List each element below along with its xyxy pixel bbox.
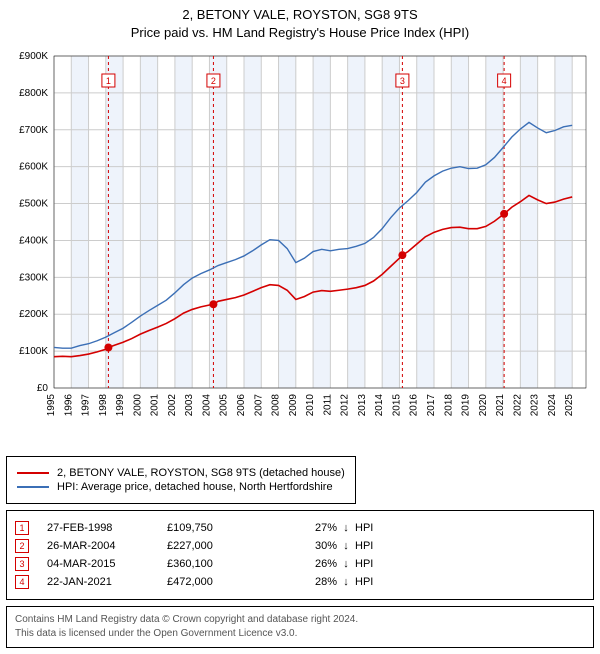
down-arrow-icon: ↓ — [337, 522, 355, 534]
sale-row: 1 27-FEB-1998£109,75027%↓HPI — [15, 521, 585, 535]
svg-text:2019: 2019 — [461, 394, 472, 417]
sale-price: £109,750 — [167, 522, 277, 534]
svg-text:2000: 2000 — [132, 394, 143, 417]
legend-label: HPI: Average price, detached house, Nort… — [57, 481, 333, 493]
sale-price: £472,000 — [167, 576, 277, 588]
sale-row: 3 04-MAR-2015£360,10026%↓HPI — [15, 557, 585, 571]
source-footer: Contains HM Land Registry data © Crown c… — [6, 606, 594, 648]
svg-text:£500K: £500K — [19, 199, 48, 210]
hpi-label: HPI — [355, 576, 395, 588]
down-arrow-icon: ↓ — [337, 576, 355, 588]
svg-text:£200K: £200K — [19, 310, 48, 321]
svg-text:4: 4 — [502, 76, 507, 86]
svg-text:2022: 2022 — [512, 394, 523, 417]
svg-text:2014: 2014 — [374, 394, 385, 417]
legend-swatch — [17, 486, 49, 488]
svg-text:£100K: £100K — [19, 346, 48, 357]
svg-text:2009: 2009 — [288, 394, 299, 417]
svg-text:2018: 2018 — [443, 394, 454, 417]
svg-text:£900K: £900K — [19, 51, 48, 62]
sale-pct: 27% — [277, 522, 337, 534]
svg-text:1995: 1995 — [46, 394, 57, 417]
legend-row: HPI: Average price, detached house, Nort… — [17, 481, 345, 493]
svg-text:2017: 2017 — [426, 394, 437, 417]
svg-text:2006: 2006 — [236, 394, 247, 417]
svg-text:2025: 2025 — [564, 394, 575, 417]
svg-text:2003: 2003 — [184, 394, 195, 417]
svg-text:2024: 2024 — [547, 394, 558, 417]
svg-text:2013: 2013 — [357, 394, 368, 417]
subtitle: Price paid vs. HM Land Registry's House … — [6, 24, 594, 42]
sale-pct: 30% — [277, 540, 337, 552]
sale-price: £360,100 — [167, 558, 277, 570]
svg-text:2020: 2020 — [478, 394, 489, 417]
svg-text:2008: 2008 — [271, 394, 282, 417]
svg-text:2007: 2007 — [253, 394, 264, 417]
svg-text:2001: 2001 — [150, 394, 161, 417]
hpi-label: HPI — [355, 540, 395, 552]
svg-text:£0: £0 — [37, 383, 49, 394]
svg-text:1997: 1997 — [81, 394, 92, 417]
sale-date: 04-MAR-2015 — [47, 558, 167, 570]
sales-table: 127-FEB-1998£109,75027%↓HPI226-MAR-2004£… — [6, 510, 594, 600]
sale-date: 27-FEB-1998 — [47, 522, 167, 534]
svg-text:2: 2 — [211, 76, 216, 86]
sale-row: 2 26-MAR-2004£227,00030%↓HPI — [15, 539, 585, 553]
svg-text:2011: 2011 — [322, 394, 333, 416]
sale-pct: 26% — [277, 558, 337, 570]
svg-text:£300K: £300K — [19, 273, 48, 284]
svg-text:2023: 2023 — [530, 394, 541, 417]
sale-pct: 28% — [277, 576, 337, 588]
svg-text:1996: 1996 — [63, 394, 74, 417]
sale-date: 22-JAN-2021 — [47, 576, 167, 588]
legend: 2, BETONY VALE, ROYSTON, SG8 9TS (detach… — [6, 456, 356, 504]
svg-text:£600K: £600K — [19, 162, 48, 173]
svg-text:£700K: £700K — [19, 125, 48, 136]
hpi-label: HPI — [355, 558, 395, 570]
svg-text:£400K: £400K — [19, 236, 48, 247]
svg-text:2005: 2005 — [219, 394, 230, 417]
svg-text:2016: 2016 — [409, 394, 420, 417]
sale-marker-icon: 4 — [15, 575, 29, 589]
chart-svg: £0 £100K £200K £300K £400K £500K £600K £700K £80… — [6, 48, 594, 448]
svg-text:3: 3 — [400, 76, 405, 86]
sale-marker-icon: 3 — [15, 557, 29, 571]
footer-line: Contains HM Land Registry data © Crown c… — [15, 613, 585, 627]
svg-text:£800K: £800K — [19, 88, 48, 99]
legend-swatch — [17, 472, 49, 474]
legend-row: 2, BETONY VALE, ROYSTON, SG8 9TS (detach… — [17, 467, 345, 479]
svg-text:2015: 2015 — [391, 394, 402, 417]
sale-marker-icon: 1 — [15, 521, 29, 535]
hpi-label: HPI — [355, 522, 395, 534]
svg-text:2010: 2010 — [305, 394, 316, 417]
svg-text:1998: 1998 — [98, 394, 109, 417]
svg-text:2012: 2012 — [340, 394, 351, 417]
sale-marker-icon: 2 — [15, 539, 29, 553]
sale-row: 4 22-JAN-2021£472,00028%↓HPI — [15, 575, 585, 589]
chart: £0 £100K £200K £300K £400K £500K £600K £700K £80… — [6, 48, 594, 448]
down-arrow-icon: ↓ — [337, 540, 355, 552]
footer-line: This data is licensed under the Open Gov… — [15, 627, 585, 641]
svg-text:1999: 1999 — [115, 394, 126, 417]
sale-price: £227,000 — [167, 540, 277, 552]
sale-date: 26-MAR-2004 — [47, 540, 167, 552]
address-title: 2, BETONY VALE, ROYSTON, SG8 9TS — [6, 6, 594, 24]
legend-label: 2, BETONY VALE, ROYSTON, SG8 9TS (detach… — [57, 467, 345, 479]
title-block: 2, BETONY VALE, ROYSTON, SG8 9TS Price p… — [6, 6, 594, 42]
svg-text:2021: 2021 — [495, 394, 506, 417]
svg-text:1: 1 — [106, 76, 111, 86]
svg-text:2004: 2004 — [201, 394, 212, 417]
svg-text:2002: 2002 — [167, 394, 178, 417]
down-arrow-icon: ↓ — [337, 558, 355, 570]
